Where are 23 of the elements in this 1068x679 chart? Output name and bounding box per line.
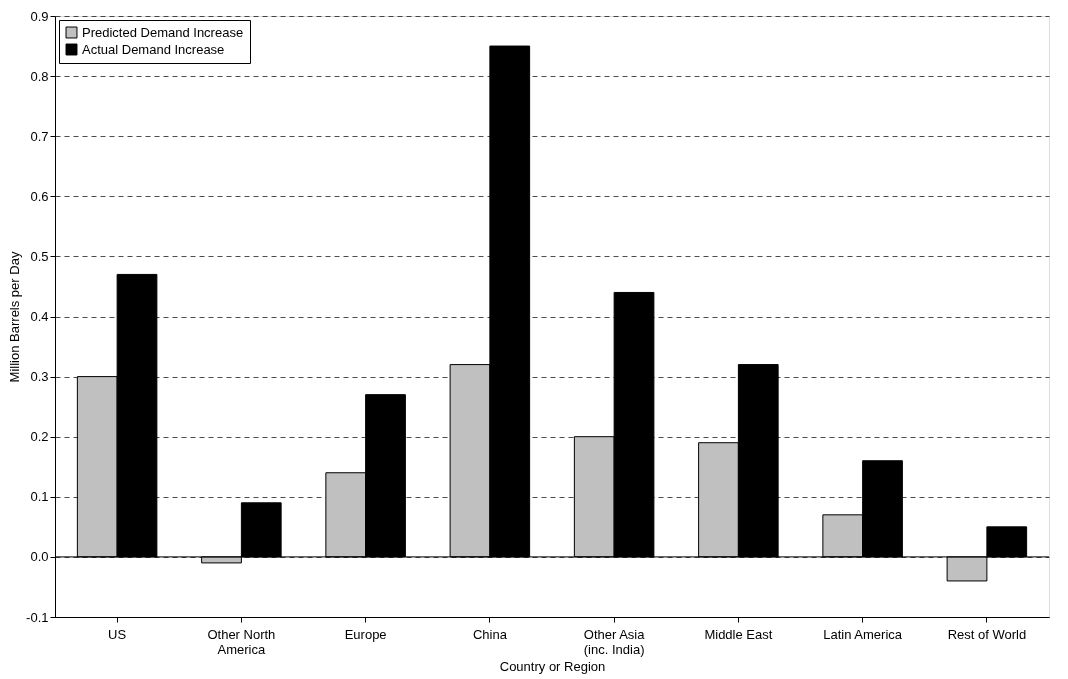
- legend-label: Predicted Demand Increase: [82, 24, 244, 40]
- x-tick-label: Other Asia (inc. India): [583, 626, 646, 657]
- y-axis-title: Million Barrels per Day: [7, 251, 23, 383]
- y-tick-label: 0.8: [30, 68, 49, 84]
- x-tick-label: Europe: [344, 626, 387, 642]
- y-tick-label: 0.5: [30, 248, 49, 264]
- y-tick-label: 0.0: [30, 549, 49, 565]
- y-tick-label: 0.7: [30, 128, 49, 144]
- x-tick-label: Rest of World: [947, 626, 1027, 642]
- y-tick-label: 0.9: [30, 8, 49, 24]
- x-tick-label: China: [472, 626, 508, 642]
- y-tick-label: 0.1: [30, 489, 49, 505]
- x-tick-label: Latin America: [823, 626, 903, 642]
- y-tick-label: 0.4: [30, 309, 49, 324]
- y-tick-label: -0.1: [26, 609, 49, 625]
- y-tick-label: 0.3: [30, 369, 49, 385]
- legend-label: Actual Demand Increase: [82, 41, 225, 57]
- y-tick-label: 0.2: [30, 429, 49, 445]
- x-axis-title: Country or Region: [499, 658, 606, 674]
- y-tick-label: 0.6: [30, 188, 49, 204]
- x-tick-label: Middle East: [704, 626, 773, 642]
- x-tick-label: US: [108, 626, 127, 642]
- x-tick-label: Other North America: [207, 626, 276, 657]
